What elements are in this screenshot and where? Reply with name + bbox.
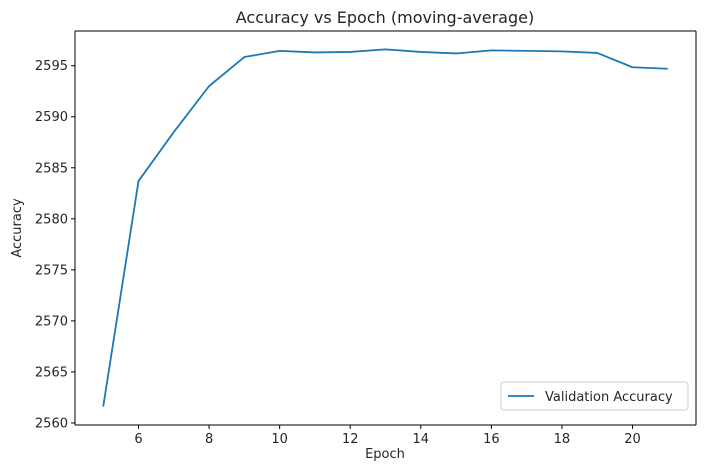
x-tick-label: 14 [413,432,430,447]
x-tick-label: 6 [134,432,142,447]
plot-background [75,31,696,425]
y-tick-label: 2565 [35,365,68,380]
y-tick-label: 2580 [35,212,68,227]
y-tick-label: 2595 [35,59,68,74]
x-tick-label: 10 [271,432,288,447]
x-ticks: 6 8 10 12 14 16 18 20 [134,425,641,447]
x-tick-label: 8 [205,432,213,447]
y-ticks: 2560 2565 2570 2575 2580 2585 2590 2595 [35,59,75,431]
chart-title: Accuracy vs Epoch (moving-average) [236,8,534,27]
y-tick-label: 2585 [35,161,68,176]
y-axis-label: Accuracy [10,198,25,258]
series-layer [102,48,668,407]
x-tick-label: 12 [342,432,359,447]
legend-label-validation-accuracy: Validation Accuracy [545,390,673,405]
legend-box [500,381,689,411]
y-tick-label: 2560 [35,416,68,431]
x-tick-label: 20 [624,432,641,447]
y-tick-label: 2570 [35,314,68,329]
plot-area: 6 8 10 12 14 16 18 20 2560256525702575258025852… [35,30,697,447]
axes-frame [74,30,697,426]
y-tick-label: 2575 [35,263,68,278]
x-axis-label: Epoch [365,447,405,462]
x-tick-label: 16 [483,432,500,447]
legend: Validation Accuracy [500,381,689,411]
x-tick-label: 18 [554,432,571,447]
y-tick-label: 2590 [35,110,68,125]
